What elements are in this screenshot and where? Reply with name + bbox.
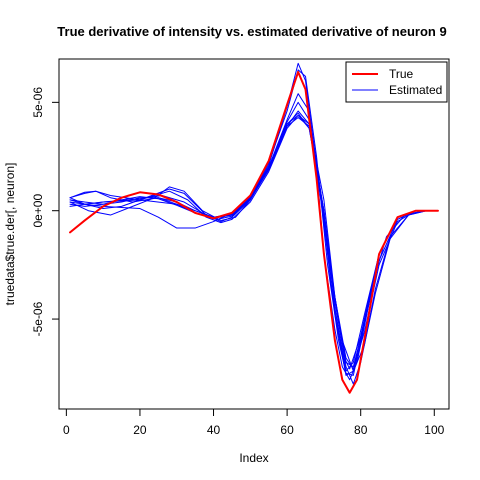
x-tick-label: 40: [207, 423, 221, 437]
y-tick-label: 5e-06: [31, 87, 45, 118]
series-true-line: [69, 71, 439, 394]
y-axis: -5e-06 0e+00 5e-06: [31, 87, 60, 336]
y-tick-label: 0e+00: [31, 194, 45, 228]
y-tick-label: -5e-06: [31, 301, 45, 336]
legend-true-label: True: [389, 67, 414, 81]
series-estimated-line-5: [69, 93, 439, 370]
series-estimated-line-2: [69, 110, 439, 372]
series-estimated-line-1: [69, 62, 439, 381]
x-axis-label: Index: [239, 451, 268, 465]
series-estimated-line-3: [69, 114, 439, 368]
legend-estimated-label: Estimated: [389, 83, 442, 97]
x-axis: 0 20 40 60 80 100: [63, 408, 445, 437]
y-axis-label: truedata$true.der[, neuron]: [3, 163, 17, 306]
chart-title: True derivative of intensity vs. estimat…: [57, 24, 446, 39]
x-tick-label: 60: [280, 423, 294, 437]
series-estimated-line-8: [69, 69, 439, 376]
legend: True Estimated: [345, 61, 448, 103]
series-estimated-line-6: [69, 112, 439, 372]
series-estimated-line-9: [69, 117, 439, 385]
series-layer: [69, 62, 439, 394]
x-tick-label: 100: [424, 423, 444, 437]
series-estimated-line-4: [69, 101, 439, 376]
legend-box: [345, 61, 448, 103]
x-tick-label: 80: [354, 423, 368, 437]
x-tick-label: 0: [63, 423, 70, 437]
series-estimated-line-7: [69, 114, 439, 370]
x-tick-label: 20: [133, 423, 147, 437]
